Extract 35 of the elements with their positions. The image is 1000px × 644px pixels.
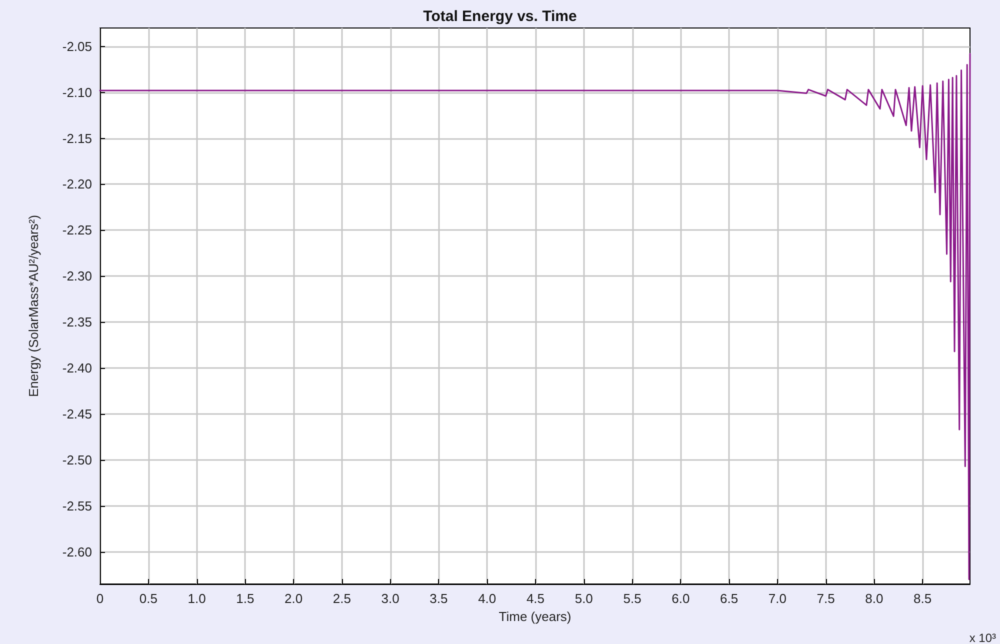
x-tick-label: 4.5 [526, 591, 545, 606]
y-tick-label: -2.20 [62, 176, 92, 192]
x-tick-label: 7.0 [768, 591, 786, 606]
x-tick-label: 5.0 [574, 591, 593, 606]
x-tick-label: 3.5 [430, 591, 448, 606]
y-tick-label: -2.60 [62, 544, 92, 560]
x-tick-label: 8.5 [914, 591, 932, 606]
x-tick-label: 0 [96, 591, 104, 606]
x-tick-label: 6.0 [672, 591, 690, 606]
x-tick-label: 3.0 [381, 591, 400, 606]
x-tick-label: 6.5 [720, 591, 738, 606]
y-tick-label: -2.35 [62, 314, 92, 330]
x-tick-label: 2.0 [284, 591, 303, 606]
x-tick-label: 0.5 [139, 591, 158, 606]
x-tick-label: 7.5 [816, 591, 835, 606]
x-tick-label: 8.0 [865, 591, 884, 606]
y-axis-title: Energy (SolarMass*AU²/years²) [26, 214, 41, 398]
y-tick-label: -2.10 [62, 84, 92, 100]
y-tick-label: -2.25 [62, 222, 92, 238]
y-tick-label: -2.30 [62, 268, 92, 284]
y-tick-label: -2.50 [62, 452, 92, 468]
y-tick-label: -2.55 [62, 498, 92, 514]
x-tick-label: 1.5 [236, 591, 254, 606]
y-tick-label: -2.15 [62, 130, 92, 146]
x-tick-label: 2.5 [332, 591, 351, 606]
x-axis-title: Time (years) [498, 608, 572, 624]
y-tick-label: -2.05 [62, 38, 92, 54]
x-tick-label: 4.0 [478, 591, 496, 606]
line-series [99, 52, 971, 580]
chart-title: Total Energy vs. Time [423, 8, 577, 25]
text: x 10³ [969, 631, 996, 644]
y-tick-label: -2.45 [62, 406, 92, 422]
y-tick-label: -2.40 [62, 360, 92, 376]
x-tick-label: 1.0 [188, 591, 206, 606]
x-tick-label: 5.5 [623, 591, 642, 606]
